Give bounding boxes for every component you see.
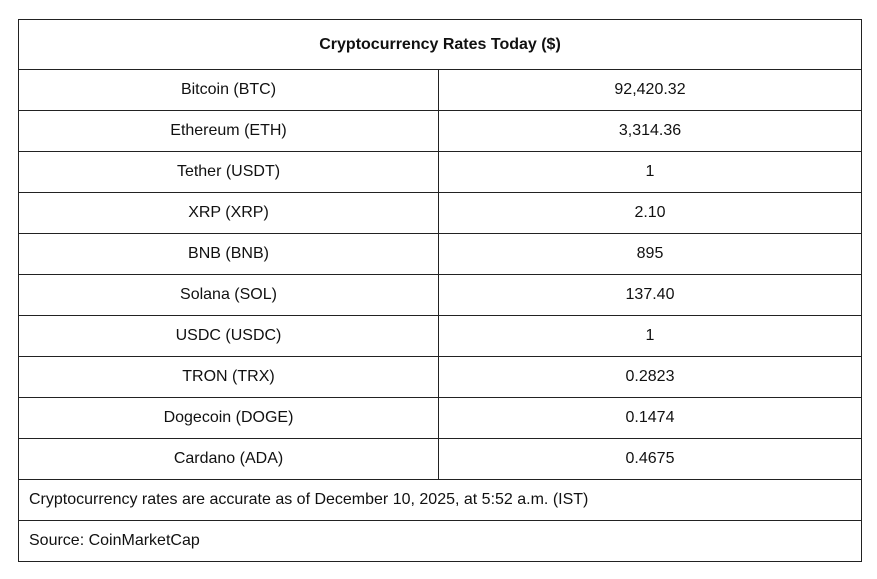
crypto-rate-cell: 92,420.32 <box>437 69 863 111</box>
crypto-rates-table: Cryptocurrency Rates Today ($) Bitcoin (… <box>17 19 863 562</box>
note-row: Cryptocurrency rates are accurate as of … <box>17 479 863 521</box>
crypto-name-cell: XRP (XRP) <box>18 192 439 234</box>
crypto-name-cell: Solana (SOL) <box>18 274 439 316</box>
source-note: Source: CoinMarketCap <box>17 520 863 562</box>
crypto-name-cell: Cardano (ADA) <box>18 438 439 480</box>
crypto-rate-cell: 137.40 <box>437 274 863 316</box>
table-row: Tether (USDT) 1 <box>18 151 863 193</box>
crypto-name-cell: Tether (USDT) <box>18 151 439 193</box>
crypto-rate-cell: 1 <box>437 151 863 193</box>
table-row: Solana (SOL) 137.40 <box>18 274 863 316</box>
table-row: Ethereum (ETH) 3,314.36 <box>18 110 863 152</box>
table-row: Bitcoin (BTC) 92,420.32 <box>18 69 863 111</box>
crypto-name-cell: Bitcoin (BTC) <box>18 69 439 111</box>
title-row: Cryptocurrency Rates Today ($) <box>17 19 863 70</box>
table-row: BNB (BNB) 895 <box>18 233 863 275</box>
table-row: Cardano (ADA) 0.4675 <box>18 438 863 480</box>
crypto-rate-cell: 1 <box>437 315 863 357</box>
table-row: XRP (XRP) 2.10 <box>18 192 863 234</box>
crypto-rate-cell: 3,314.36 <box>437 110 863 152</box>
crypto-name-cell: TRON (TRX) <box>18 356 439 398</box>
crypto-name-cell: Dogecoin (DOGE) <box>18 397 439 439</box>
table-row: Dogecoin (DOGE) 0.1474 <box>18 397 863 439</box>
crypto-rate-cell: 0.2823 <box>437 356 863 398</box>
crypto-name-cell: BNB (BNB) <box>18 233 439 275</box>
crypto-name-cell: USDC (USDC) <box>18 315 439 357</box>
crypto-rate-cell: 0.4675 <box>437 438 863 480</box>
source-row: Source: CoinMarketCap <box>17 520 863 562</box>
crypto-rate-cell: 895 <box>437 233 863 275</box>
crypto-rate-cell: 0.1474 <box>437 397 863 439</box>
crypto-name-cell: Ethereum (ETH) <box>18 110 439 152</box>
table-title: Cryptocurrency Rates Today ($) <box>17 19 863 70</box>
crypto-rate-cell: 2.10 <box>437 192 863 234</box>
table-body: Cryptocurrency Rates Today ($) Bitcoin (… <box>17 19 863 562</box>
table-row: TRON (TRX) 0.2823 <box>18 356 863 398</box>
table-row: USDC (USDC) 1 <box>18 315 863 357</box>
accuracy-note: Cryptocurrency rates are accurate as of … <box>17 479 863 521</box>
